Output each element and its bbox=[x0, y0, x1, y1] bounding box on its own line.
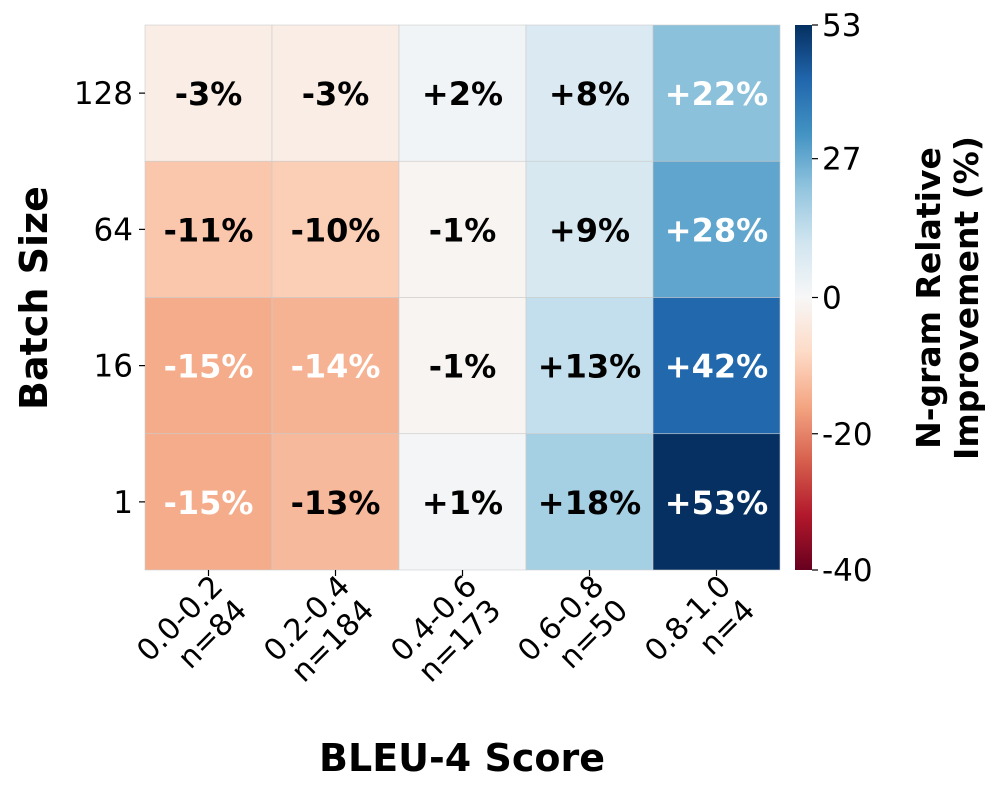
heatmap-cell bbox=[652, 160, 781, 298]
cell-annotation: +28% bbox=[665, 211, 768, 249]
heatmap-cell bbox=[144, 160, 273, 298]
cell-annotation: +42% bbox=[665, 348, 768, 386]
x-axis-label: BLEU-4 Score bbox=[319, 736, 605, 780]
heatmap-cell bbox=[525, 297, 654, 435]
cell-annotation: -13% bbox=[291, 484, 381, 522]
cell-annotation: -15% bbox=[164, 348, 254, 386]
cell-annotation: -3% bbox=[175, 75, 243, 113]
heatmap-cell bbox=[652, 24, 781, 162]
cell-annotation: +53% bbox=[665, 484, 768, 522]
heatmap-cell bbox=[652, 433, 781, 571]
y-axis-ticks: 128 64 16 1 bbox=[74, 76, 145, 521]
heatmap-cell bbox=[525, 433, 654, 571]
colorbar-ticks: 53 27 0 -20 -40 bbox=[812, 8, 873, 589]
heatmap-cell bbox=[398, 160, 527, 298]
cell-annotation: +9% bbox=[549, 211, 630, 249]
heatmap-cell bbox=[398, 24, 527, 162]
heatmap-cell bbox=[271, 433, 400, 571]
cell-annotation: -1% bbox=[429, 211, 497, 249]
colorbar-label-line-1: N-gram Relative bbox=[909, 147, 948, 449]
cell-annotation: +1% bbox=[422, 484, 503, 522]
colorbar-tick-label: -40 bbox=[822, 553, 873, 589]
heatmap-cell bbox=[398, 433, 527, 571]
cell-annotation: -14% bbox=[291, 348, 381, 386]
cell-annotation: +13% bbox=[538, 348, 641, 386]
cell-annotation: +22% bbox=[665, 75, 768, 113]
heatmap-cell bbox=[398, 297, 527, 435]
cell-annotation: +18% bbox=[538, 484, 641, 522]
colorbar-tick-label: 0 bbox=[822, 281, 842, 317]
x-tick-label: 0.8-1.0n=4 bbox=[638, 569, 762, 669]
cell-annotation: -15% bbox=[164, 484, 254, 522]
x-tick-label: 0.4-0.6n=173 bbox=[384, 569, 508, 690]
heatmap-cells bbox=[144, 24, 781, 571]
heatmap-cell bbox=[652, 297, 781, 435]
heatmap-cell bbox=[271, 24, 400, 162]
y-tick-label: 1 bbox=[113, 485, 133, 521]
cell-annotation: +8% bbox=[549, 75, 630, 113]
colorbar-label: N-gram Relative Improvement (%) bbox=[909, 136, 986, 460]
y-tick-label: 16 bbox=[94, 349, 133, 385]
x-tick-label: 0.0-0.2n=84 bbox=[130, 569, 254, 676]
cell-annotation: -1% bbox=[429, 348, 497, 386]
y-tick-label: 128 bbox=[74, 76, 133, 112]
x-tick-label: 0.6-0.8n=50 bbox=[511, 569, 635, 676]
heatmap-cell bbox=[271, 297, 400, 435]
cell-annotation: -3% bbox=[302, 75, 370, 113]
colorbar-tick-label: 53 bbox=[822, 8, 861, 44]
colorbar-label-line-2: Improvement (%) bbox=[947, 136, 986, 460]
colorbar bbox=[795, 25, 812, 570]
y-tick-label: 64 bbox=[94, 212, 133, 248]
cell-annotation: +2% bbox=[422, 75, 503, 113]
x-axis-ticks: 0.0-0.2n=84 0.2-0.4n=184 0.4-0.6n=173 0.6-0… bbox=[130, 569, 762, 690]
cell-annotation: -10% bbox=[291, 211, 381, 249]
x-tick-label: 0.2-0.4n=184 bbox=[257, 569, 381, 690]
y-axis-label: Batch Size bbox=[12, 186, 56, 410]
cell-annotation: -11% bbox=[164, 211, 254, 249]
colorbar-tick-label: 27 bbox=[822, 142, 861, 178]
heatmap-cell bbox=[525, 24, 654, 162]
heatmap-cell bbox=[271, 160, 400, 298]
heatmap-cell bbox=[144, 24, 273, 162]
colorbar-tick-label: -20 bbox=[822, 417, 873, 453]
cell-annotations: -3% -3% +2% +8% +22% -11% -10% -1% +9% +28% -15% -1… bbox=[164, 75, 769, 522]
